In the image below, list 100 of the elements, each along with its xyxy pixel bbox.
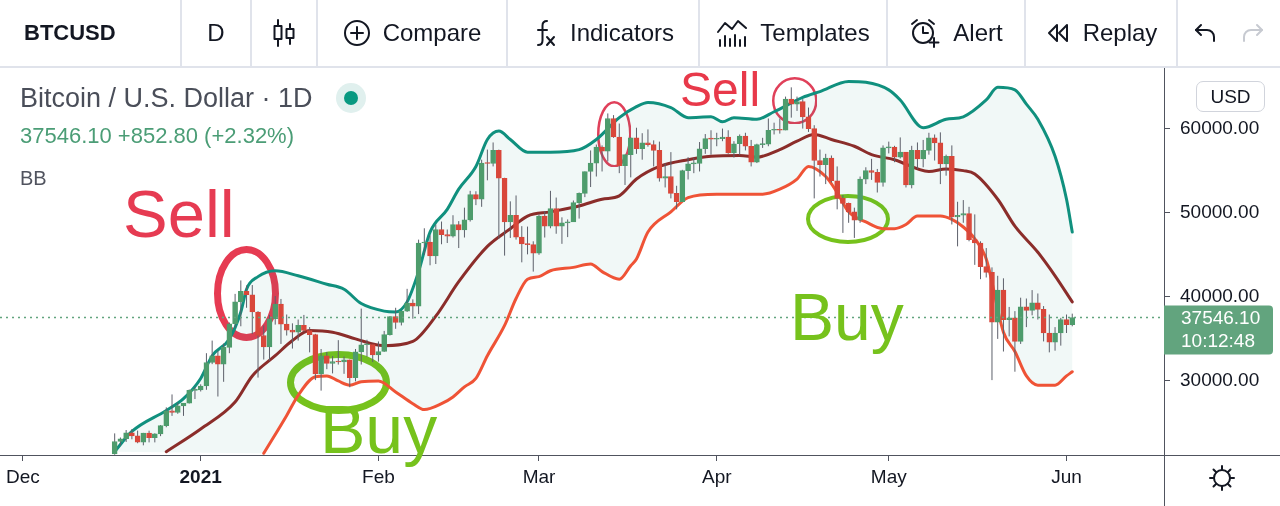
candlestick — [874, 168, 881, 194]
candlestick — [530, 240, 537, 273]
candlestick — [111, 432, 118, 455]
y-tick-label: 60000.00 — [1180, 116, 1260, 138]
candlestick — [215, 350, 221, 398]
candlestick — [960, 199, 967, 224]
x-tick-label: Feb — [362, 465, 395, 487]
candlestick — [576, 192, 582, 220]
candlestick — [1035, 292, 1041, 321]
candlestick — [1029, 289, 1035, 316]
x-tick-label: Mar — [522, 465, 557, 487]
candlestick — [260, 324, 267, 361]
candlestick — [490, 141, 496, 167]
candlestick — [799, 98, 806, 130]
annotation: Sell — [123, 176, 235, 251]
candlestick — [518, 225, 525, 263]
text: Alert — [953, 19, 1003, 47]
candlestick — [541, 210, 548, 239]
candlestick — [971, 213, 978, 266]
candlestick — [983, 247, 990, 278]
candlestick — [553, 197, 560, 235]
text: 37546.10 +852.80 (+2.32%) — [20, 123, 295, 148]
candlestick — [473, 190, 479, 206]
candlestick — [421, 227, 428, 256]
candlestick — [238, 279, 244, 327]
candlestick — [834, 165, 840, 210]
candlestick — [736, 133, 743, 156]
annotation: Buy — [790, 280, 904, 354]
y-tick-label: 30000.00 — [1180, 369, 1260, 391]
candlestick — [822, 153, 829, 185]
candlestick — [1006, 306, 1013, 337]
candlestick — [639, 132, 646, 161]
annotation: BB — [20, 167, 47, 189]
candlestick — [702, 133, 709, 155]
y-tick-label: 40000.00 — [1180, 285, 1260, 307]
candlestick — [306, 326, 313, 353]
candlestick — [289, 322, 296, 350]
candlestick — [146, 430, 152, 443]
text: USD — [1210, 85, 1251, 108]
candlestick — [404, 288, 410, 313]
candlestick — [622, 154, 628, 186]
candlestick — [794, 96, 800, 112]
candlestick — [283, 314, 290, 337]
candlestick — [467, 190, 474, 223]
candlestick — [788, 86, 795, 119]
candlestick — [685, 156, 691, 180]
candlestick — [129, 428, 135, 440]
annotation: Sell — [680, 63, 761, 116]
candlestick — [708, 129, 714, 156]
ref-line-label: 37546.10 — [1181, 306, 1261, 328]
candlestick — [920, 139, 926, 168]
text: Compare — [382, 19, 482, 47]
x-tick-label: May — [870, 465, 908, 487]
candlestick — [817, 149, 823, 178]
candlestick — [926, 132, 932, 156]
candlestick — [209, 340, 215, 365]
candlestick — [668, 151, 674, 199]
text: Bitcoin / U.S. Dollar · 1D — [20, 82, 313, 114]
candlestick — [559, 216, 565, 245]
x-tick-label: Apr — [701, 465, 733, 487]
y-tick-label: 50000.00 — [1180, 200, 1260, 222]
candlestick — [450, 214, 456, 239]
text: Replay — [1082, 19, 1158, 47]
candlestick — [169, 393, 175, 417]
candlestick — [582, 170, 588, 198]
candlestick — [524, 226, 531, 255]
text: Indicators — [569, 19, 675, 47]
candlestick — [278, 298, 284, 345]
text: Templates — [760, 19, 870, 47]
candlestick — [301, 314, 307, 333]
candlestick — [163, 406, 170, 428]
candlestick — [1012, 310, 1018, 373]
candlestick — [295, 319, 301, 342]
candlestick — [771, 122, 777, 135]
candlestick — [943, 154, 949, 177]
x-tick-label: Dec — [6, 465, 40, 487]
candlestick — [599, 144, 605, 172]
candlestick — [650, 139, 657, 167]
candlestick — [840, 194, 846, 234]
candlestick — [645, 128, 651, 148]
candlestick — [427, 234, 433, 266]
candlestick — [513, 194, 519, 241]
x-tick-label: 2021 — [179, 465, 223, 487]
candlestick — [627, 136, 634, 178]
candlestick — [507, 200, 514, 239]
candlestick — [1046, 314, 1053, 353]
candlestick — [255, 310, 261, 379]
candlestick — [868, 158, 875, 181]
candlestick — [748, 139, 754, 167]
candlestick — [318, 348, 324, 392]
candlestick — [776, 117, 783, 135]
text: 10:12:48 — [1181, 329, 1255, 351]
candlestick — [272, 295, 279, 326]
candlestick — [346, 359, 353, 388]
candlestick — [335, 339, 342, 366]
candlestick — [364, 339, 370, 358]
candlestick — [232, 293, 238, 329]
candlestick — [358, 308, 365, 366]
candlestick — [249, 284, 256, 335]
candlestick — [1052, 326, 1058, 352]
